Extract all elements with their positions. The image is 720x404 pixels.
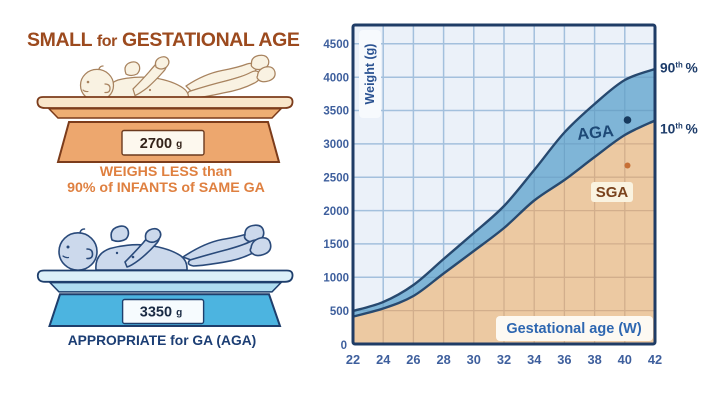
svg-text:90th %: 90th %	[660, 61, 698, 76]
svg-text:22: 22	[346, 352, 360, 367]
svg-text:24: 24	[376, 352, 391, 367]
svg-text:AGA: AGA	[576, 122, 614, 144]
svg-text:4000: 4000	[323, 72, 349, 84]
svg-text:Weight (g): Weight (g)	[363, 44, 377, 105]
svg-text:10th %: 10th %	[660, 122, 698, 137]
svg-text:SGA: SGA	[596, 184, 629, 201]
svg-text:42: 42	[648, 352, 662, 367]
svg-text:Gestational age (W): Gestational age (W)	[506, 321, 642, 337]
svg-text:4500: 4500	[323, 39, 349, 51]
svg-text:500: 500	[330, 306, 349, 318]
svg-text:38: 38	[587, 352, 601, 367]
svg-text:26: 26	[406, 352, 420, 367]
svg-text:2500: 2500	[323, 172, 349, 184]
svg-text:3500: 3500	[323, 106, 349, 118]
svg-text:3350 g: 3350 g	[140, 305, 182, 321]
svg-text:1000: 1000	[323, 273, 349, 285]
svg-text:36: 36	[557, 352, 571, 367]
svg-text:0: 0	[341, 340, 347, 352]
svg-text:40: 40	[618, 352, 632, 367]
svg-text:28: 28	[436, 352, 450, 367]
svg-text:1500: 1500	[323, 239, 349, 251]
svg-text:32: 32	[497, 352, 511, 367]
svg-text:2700 g: 2700 g	[140, 136, 182, 152]
svg-text:2000: 2000	[323, 206, 349, 218]
svg-text:3000: 3000	[323, 139, 349, 151]
svg-text:34: 34	[527, 352, 542, 367]
svg-text:30: 30	[467, 352, 481, 367]
